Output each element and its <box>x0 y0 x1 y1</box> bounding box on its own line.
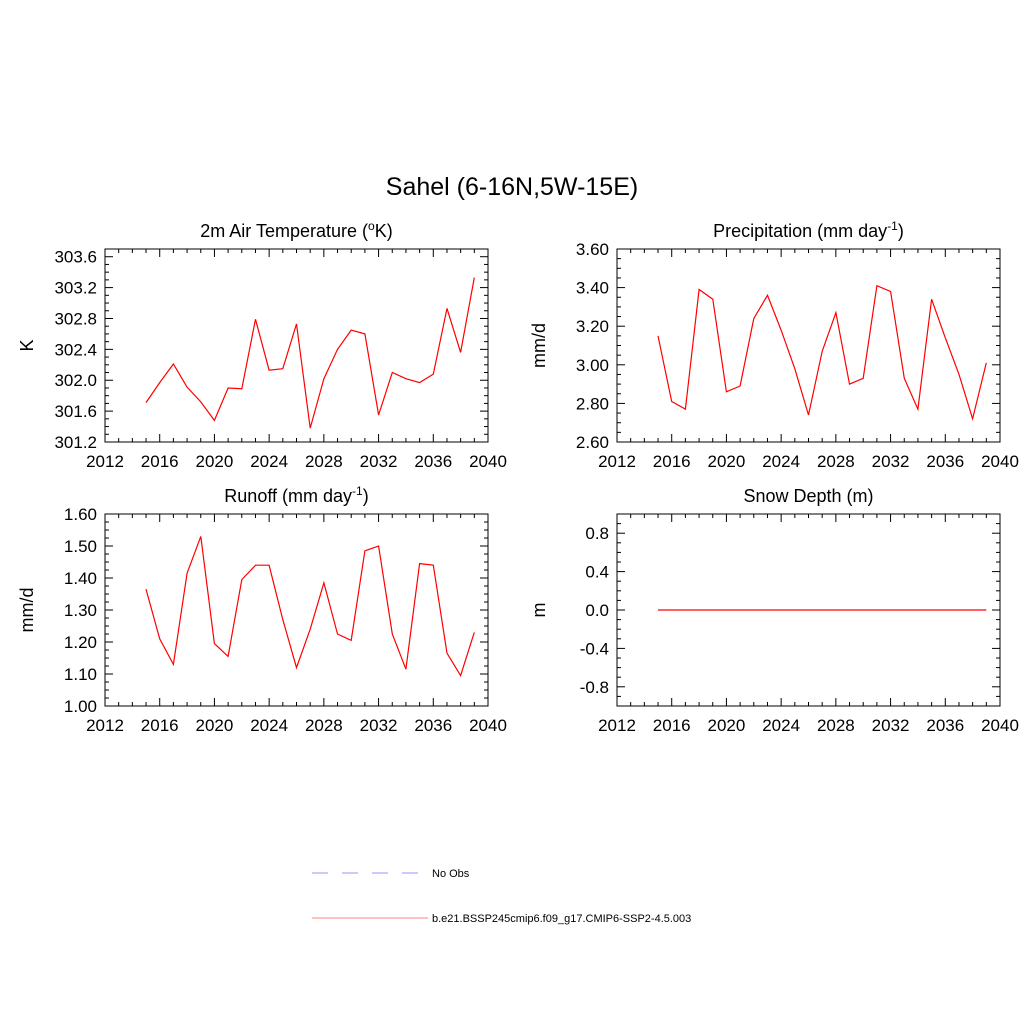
temperature-y-axis: 301.2 301.6 302.0 302.4 302.8 303.2 303.6 <box>54 248 488 452</box>
runoff-series-line <box>145 536 475 678</box>
runoff-x-tick-label: 2040 <box>469 716 507 735</box>
runoff-x-tick-label: 2032 <box>360 716 398 735</box>
runoff-x-tick-label: 2020 <box>196 716 234 735</box>
temperature-x-tick-label: 2036 <box>414 452 452 471</box>
runoff-y-tick-label: 1.30 <box>64 601 97 620</box>
legend-obs-label: No Obs <box>432 868 470 880</box>
temperature-title-suffix: K) <box>375 221 393 241</box>
temperature-x-tick-label: 2012 <box>86 452 124 471</box>
precipitation-y-tick-label: 2.60 <box>576 433 609 452</box>
precipitation-x-tick-label: 2032 <box>872 452 910 471</box>
runoff-x-tick-label: 2012 <box>86 716 124 735</box>
runoff-y-axis: 1.00 1.10 1.20 1.30 1.40 1.50 1.60 <box>64 505 488 716</box>
snow-depth-x-tick-label: 2028 <box>817 716 855 735</box>
runoff-y-tick-label: 1.60 <box>64 505 97 524</box>
precipitation-ylabel: mm/d <box>529 323 549 368</box>
temperature-x-axis: 2012 2016 2020 2024 2028 2032 2036 2040 <box>86 249 507 471</box>
precipitation-title-text: Precipitation (mm day <box>713 221 887 241</box>
legend: No Obs b.e21.BSSP245cmip6.f09_g17.CMIP6-… <box>312 868 691 925</box>
snow-depth-y-tick-label: -0.4 <box>580 639 609 658</box>
temperature-series-line <box>145 277 475 429</box>
precipitation-y-tick-label: 2.80 <box>576 394 609 413</box>
precipitation-x-tick-label: 2020 <box>708 452 746 471</box>
snow-depth-x-axis: 2012 2016 2020 2024 2028 2032 2036 2040 <box>598 514 1019 735</box>
precipitation-series-line <box>657 284 987 422</box>
snow-depth-x-tick-label: 2024 <box>762 716 800 735</box>
precipitation-x-tick-label: 2040 <box>981 452 1019 471</box>
temperature-x-tick-label: 2020 <box>196 452 234 471</box>
runoff-ylabel: mm/d <box>17 588 37 633</box>
snow-depth-y-axis: -0.8 -0.4 0.0 0.4 0.8 <box>580 523 1000 697</box>
runoff-title-suffix: ) <box>363 486 369 506</box>
precipitation-x-tick-label: 2036 <box>926 452 964 471</box>
snow-depth-x-tick-label: 2036 <box>926 716 964 735</box>
precipitation-x-tick-label: 2028 <box>817 452 855 471</box>
snow-depth-y-tick-label: -0.8 <box>580 678 609 697</box>
precipitation-x-tick-label: 2024 <box>762 452 800 471</box>
chart-panels: 2m Air Temperature (oK) K 2012 2016 2020 2024… <box>17 219 1019 735</box>
temperature-y-tick-label: 302.0 <box>54 371 97 390</box>
snow-depth-y-tick-label: 0.0 <box>585 601 609 620</box>
snow-depth-x-tick-label: 2032 <box>872 716 910 735</box>
temperature-y-tick-label: 302.8 <box>54 309 97 328</box>
snow-depth-title-text: Snow Depth (m) <box>743 486 873 506</box>
precipitation-x-tick-label: 2012 <box>598 452 636 471</box>
precipitation-y-tick-label: 3.20 <box>576 317 609 336</box>
runoff-y-tick-label: 1.20 <box>64 633 97 652</box>
temperature-y-tick-label: 303.6 <box>54 248 97 267</box>
temperature-y-tick-label: 301.6 <box>54 402 97 421</box>
runoff-plot-frame <box>104 513 489 707</box>
precipitation-y-axis: 2.60 2.80 3.00 3.20 3.40 3.60 <box>576 240 1000 452</box>
runoff-y-tick-label: 1.50 <box>64 537 97 556</box>
precipitation-title: Precipitation (mm day-1) <box>713 219 904 241</box>
temperature-title-superscript: o <box>368 219 375 233</box>
snow-depth-y-tick-label: 0.8 <box>585 524 609 543</box>
page-title: Sahel (6-16N,5W-15E) <box>386 173 638 201</box>
chart-runoff: Runoff (mm day-1) mm/d 2012 2016 2020 2024 202… <box>17 484 507 735</box>
snow-depth-x-tick-label: 2020 <box>708 716 746 735</box>
temperature-ylabel: K <box>17 339 37 351</box>
snow-depth-ylabel: m <box>529 603 549 618</box>
temperature-x-tick-label: 2024 <box>250 452 288 471</box>
chart-temperature: 2m Air Temperature (oK) K 2012 2016 2020 2024… <box>17 219 507 471</box>
temperature-x-tick-label: 2028 <box>305 452 343 471</box>
snow-depth-x-tick-label: 2040 <box>981 716 1019 735</box>
runoff-title-superscript: -1 <box>352 484 363 498</box>
temperature-plot-frame <box>104 248 489 443</box>
snow-depth-y-tick-label: 0.4 <box>585 563 609 582</box>
runoff-title-text: Runoff (mm day <box>224 486 352 506</box>
temperature-y-tick-label: 303.2 <box>54 279 97 298</box>
precipitation-x-tick-label: 2016 <box>653 452 691 471</box>
runoff-y-tick-label: 1.40 <box>64 569 97 588</box>
temperature-title-text: 2m Air Temperature ( <box>200 221 368 241</box>
runoff-x-axis: 2012 2016 2020 2024 2028 2032 2036 2040 <box>86 514 507 735</box>
runoff-y-tick-label: 1.00 <box>64 697 97 716</box>
precipitation-y-tick-label: 3.40 <box>576 279 609 298</box>
legend-model-label: b.e21.BSSP245cmip6.f09_g17.CMIP6-SSP2-4.… <box>432 913 691 925</box>
chart-precipitation: Precipitation (mm day-1) mm/d 2012 2016 2020… <box>529 219 1019 471</box>
temperature-y-tick-label: 302.4 <box>54 340 97 359</box>
runoff-x-tick-label: 2024 <box>250 716 288 735</box>
snow-depth-x-tick-label: 2016 <box>653 716 691 735</box>
snow-depth-title: Snow Depth (m) <box>743 486 873 506</box>
temperature-x-tick-label: 2016 <box>141 452 179 471</box>
temperature-x-tick-label: 2032 <box>360 452 398 471</box>
runoff-y-tick-label: 1.10 <box>64 665 97 684</box>
runoff-title: Runoff (mm day-1) <box>224 484 368 506</box>
precipitation-title-superscript: -1 <box>887 219 898 233</box>
runoff-x-tick-label: 2028 <box>305 716 343 735</box>
temperature-y-tick-label: 301.2 <box>54 433 97 452</box>
runoff-x-tick-label: 2016 <box>141 716 179 735</box>
temperature-x-tick-label: 2040 <box>469 452 507 471</box>
precipitation-y-tick-label: 3.60 <box>576 240 609 259</box>
snow-depth-x-tick-label: 2012 <box>598 716 636 735</box>
precipitation-y-tick-label: 3.00 <box>576 356 609 375</box>
runoff-x-tick-label: 2036 <box>414 716 452 735</box>
precipitation-x-axis: 2012 2016 2020 2024 2028 2032 2036 2040 <box>598 249 1019 471</box>
temperature-title: 2m Air Temperature (oK) <box>200 219 392 241</box>
precipitation-title-suffix: ) <box>898 221 904 241</box>
